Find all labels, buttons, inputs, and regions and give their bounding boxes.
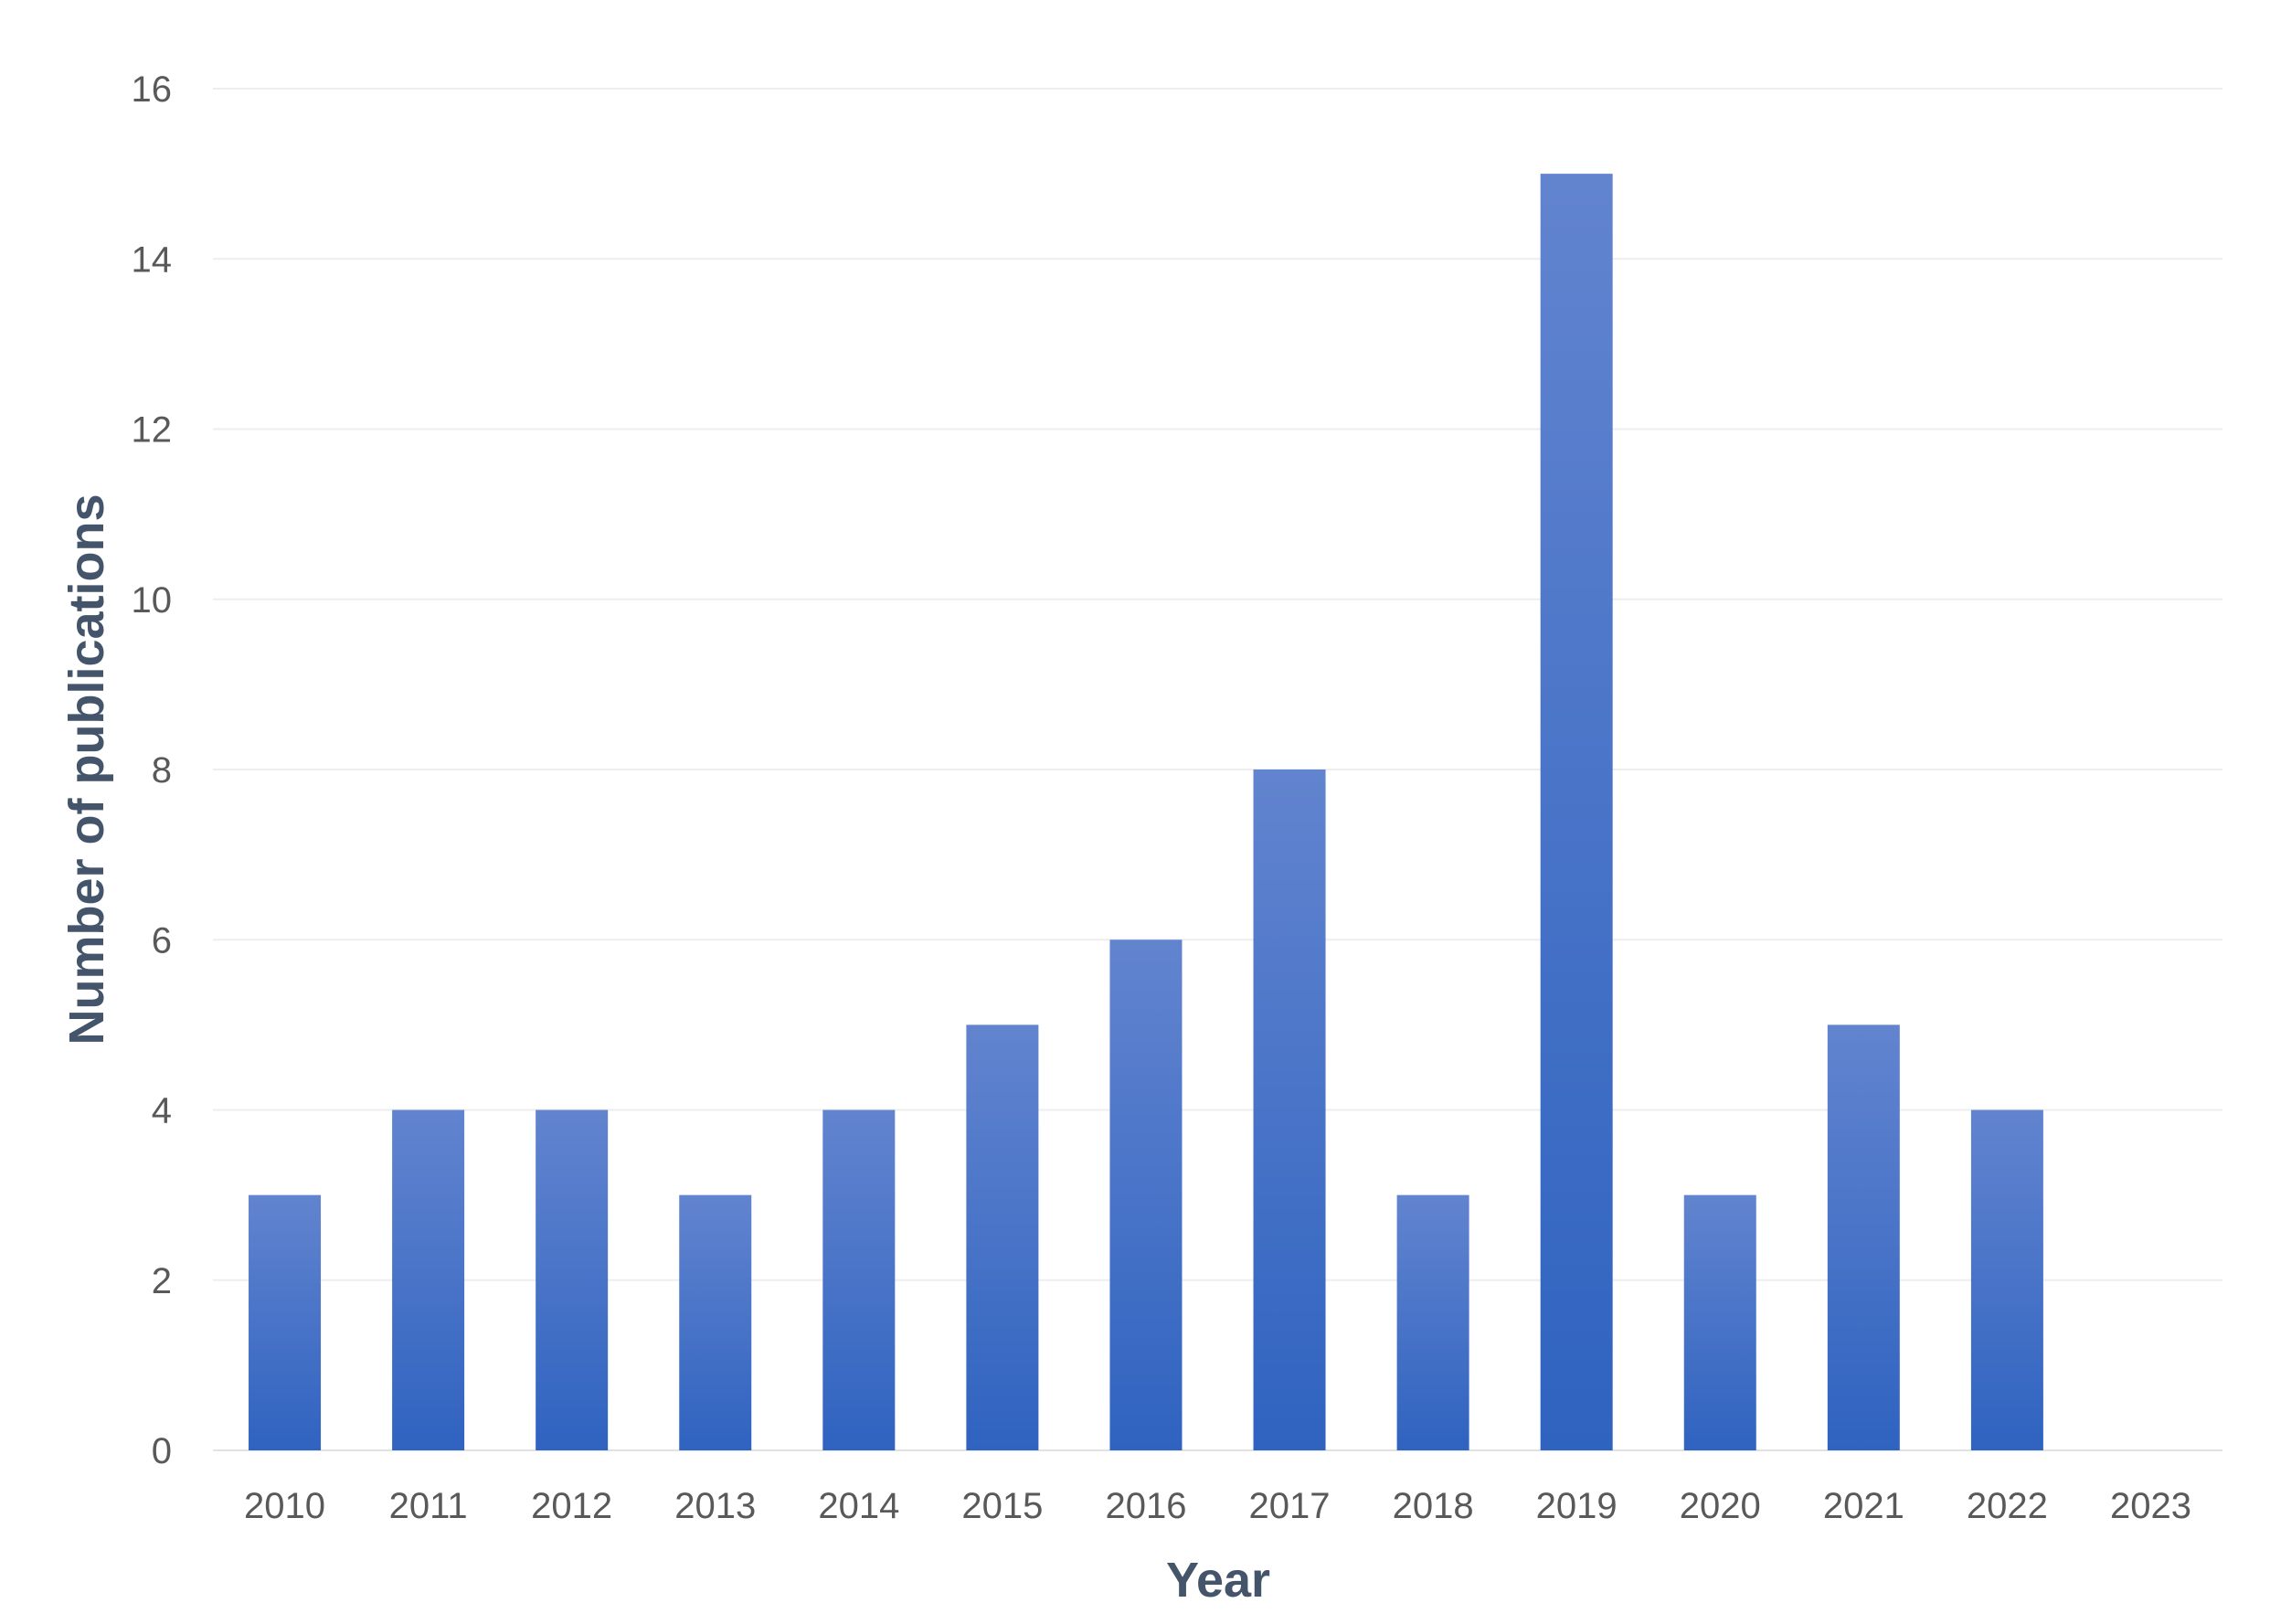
bar-2018	[1396, 1194, 1469, 1450]
x-tick-label: 2012	[531, 1486, 612, 1526]
y-tick-label: 2	[152, 1261, 172, 1301]
x-axis-ticks: 2010 2011 2012 2013 2014 2015 2016 2017 2018 2019…	[244, 1486, 2191, 1526]
bar-2016	[1109, 939, 1183, 1450]
x-tick-label: 2016	[1105, 1486, 1186, 1526]
y-tick-label: 12	[132, 410, 173, 451]
x-tick-label: 2022	[1967, 1486, 2048, 1526]
bar-2017	[1253, 770, 1326, 1450]
y-tick-label: 14	[132, 239, 173, 280]
bar-2014	[822, 1109, 896, 1450]
x-tick-label: 2023	[2110, 1486, 2191, 1526]
bar-2021	[1827, 1024, 1900, 1450]
x-tick-label: 2018	[1393, 1486, 1474, 1526]
y-tick-label: 8	[152, 750, 172, 791]
x-tick-label: 2014	[818, 1486, 899, 1526]
bar-2015	[966, 1024, 1039, 1450]
bar-2013	[679, 1194, 752, 1450]
bar-2012	[536, 1109, 609, 1450]
gridlines	[213, 88, 2222, 1451]
x-tick-label: 2013	[674, 1486, 756, 1526]
bar-2010	[249, 1194, 322, 1450]
bar-2022	[1970, 1109, 2043, 1450]
x-tick-label: 2010	[244, 1486, 325, 1526]
x-tick-label: 2021	[1823, 1486, 1904, 1526]
y-tick-label: 0	[152, 1431, 172, 1471]
x-tick-label: 2019	[1536, 1486, 1618, 1526]
y-axis-ticks: 0 2 4 6 8 10 12 14 16	[132, 69, 173, 1471]
y-tick-label: 10	[132, 580, 173, 621]
x-axis-title: Year	[1166, 1553, 1270, 1608]
y-tick-label: 16	[132, 69, 173, 110]
x-tick-label: 2020	[1680, 1486, 1761, 1526]
y-tick-label: 6	[152, 920, 172, 961]
x-tick-label: 2011	[389, 1486, 468, 1526]
x-tick-label: 2017	[1249, 1486, 1331, 1526]
bar-2011	[392, 1109, 465, 1450]
x-tick-label: 2015	[961, 1486, 1043, 1526]
bar-2020	[1683, 1194, 1756, 1450]
bar-2019	[1540, 174, 1613, 1450]
bars	[249, 174, 2043, 1450]
y-axis-title: Number of publications	[59, 494, 114, 1045]
y-tick-label: 4	[152, 1091, 172, 1131]
